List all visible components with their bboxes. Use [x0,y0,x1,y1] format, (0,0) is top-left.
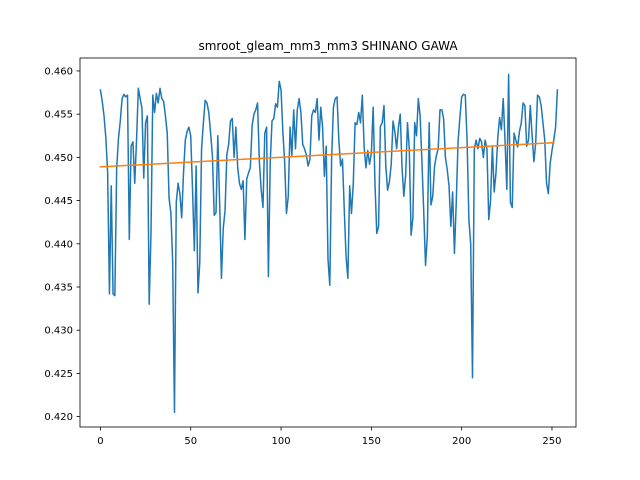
y-tick-label: 0.425 [44,369,73,380]
series-line [99,73,559,414]
x-tick-label: 150 [362,436,381,447]
x-axis: 0 50 100 150 200 250 [97,427,562,447]
chart-title: smroot_gleam_mm3_mm3 SHINANO GAWA [198,39,458,53]
plot-frame [79,57,577,428]
y-tick-label: 0.430 [44,326,73,337]
y-tick-label: 0.445 [44,196,73,207]
y-tick-label: 0.460 [44,66,73,77]
y-tick-label: 0.440 [44,239,73,250]
y-tick-label: 0.455 [44,110,73,121]
y-tick-label: 0.450 [44,153,73,164]
x-tick-label: 0 [97,436,103,447]
y-tick-label: 0.420 [44,412,73,423]
x-tick-label: 50 [184,436,197,447]
trend-line [99,141,555,168]
x-tick-label: 200 [452,436,471,447]
y-axis: 0.420 0.425 0.430 0.435 0.440 0.445 0.450 0.455… [44,66,80,423]
x-tick-label: 100 [271,436,290,447]
series-layer [99,73,559,414]
x-tick-label: 250 [542,436,561,447]
y-tick-label: 0.435 [44,283,73,294]
